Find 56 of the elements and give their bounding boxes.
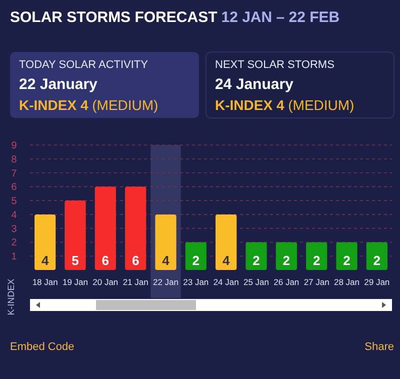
bar <box>185 242 206 270</box>
bar <box>246 242 267 270</box>
data-label: 4 <box>222 253 230 268</box>
y-tick-label: 3 <box>11 224 18 235</box>
text: K-INDEX 4 (MEDIUM) <box>19 97 158 113</box>
data-label: 5 <box>72 253 79 268</box>
bar <box>155 214 176 270</box>
x-tick-label: 29 Jan <box>364 277 390 287</box>
x-tick-label: 28 Jan <box>334 277 360 287</box>
x-tick-label: 25 Jan <box>243 277 270 287</box>
data-label: 4 <box>162 253 170 268</box>
data-label: 2 <box>282 253 290 268</box>
text: 24 January <box>215 76 294 93</box>
y-tick-label: 7 <box>11 168 18 180</box>
bar <box>94 186 116 270</box>
bar <box>64 200 86 270</box>
y-tick-label: 5 <box>11 196 18 208</box>
y-tick-label: 8 <box>11 154 18 166</box>
y-tick-label: 1 <box>11 252 18 263</box>
text: K-INDEX 4 (MEDIUM) <box>215 97 354 113</box>
data-label: 2 <box>343 253 350 268</box>
data-label: 6 <box>132 253 140 268</box>
x-tick-label: 22 Jan <box>152 277 179 287</box>
data-label: 2 <box>312 253 320 268</box>
text: Embed Code <box>10 341 74 353</box>
y-axis-title: K-INDEX <box>6 278 16 316</box>
data-label: 6 <box>102 253 110 268</box>
x-tick-label: 27 Jan <box>304 277 330 287</box>
text: 22 January <box>19 76 98 93</box>
bar <box>306 242 328 270</box>
data-label: 2 <box>252 253 260 268</box>
y-tick-label: 9 <box>11 140 18 152</box>
y-tick-label: 4 <box>11 210 18 221</box>
data-label: 2 <box>192 253 200 268</box>
bar <box>366 242 388 270</box>
text: TODAY SOLAR ACTIVITY <box>19 59 149 71</box>
bar <box>34 214 56 270</box>
bar <box>125 186 146 270</box>
x-tick-label: 23 Jan <box>183 277 209 287</box>
x-tick-label: 26 Jan <box>274 277 300 287</box>
data-label: 4 <box>41 253 50 268</box>
x-tick-label: 24 Jan <box>213 277 240 287</box>
bar <box>336 242 358 270</box>
chart-title: SOLAR STORMS FORECAST <box>10 9 218 26</box>
x-tick-label: 20 Jan <box>92 277 118 287</box>
chart-subtitle: 12 JAN – 22 FEB <box>221 9 340 26</box>
x-tick-label: 18 Jan <box>32 277 58 287</box>
data-label: 2 <box>373 253 381 268</box>
y-tick-label: 2 <box>11 238 18 249</box>
x-tick-label: 21 Jan <box>122 277 149 287</box>
y-tick-label: 6 <box>11 182 18 194</box>
bar <box>276 242 297 270</box>
text: NEXT SOLAR STORMS <box>215 59 334 71</box>
x-tick-label: 19 Jan <box>62 277 88 287</box>
bar <box>216 214 237 270</box>
text: Share <box>364 341 394 353</box>
